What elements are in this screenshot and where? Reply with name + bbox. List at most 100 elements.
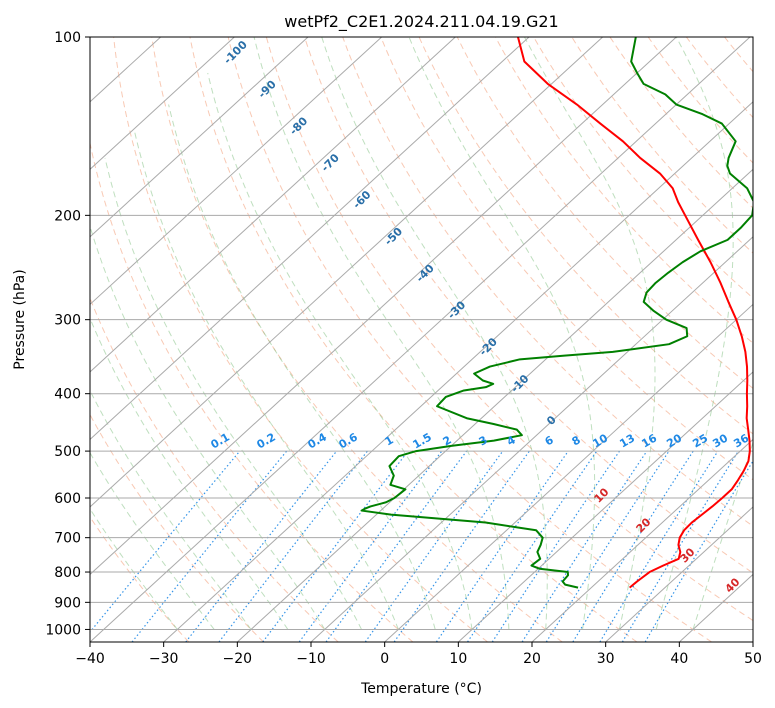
mixing-ratio-label: 6 [543,433,556,448]
x-tick-label: −10 [296,651,326,667]
y-tick-label: 700 [54,531,81,547]
moist-adiabat [90,224,326,630]
moist-adiabat [134,132,399,630]
mixing-ratio-label: 0.1 [209,430,232,451]
x-tick-label: 30 [597,651,615,667]
mixing-ratio-line [521,450,648,642]
temperature-profile [517,37,751,589]
dry-adiabat [456,37,753,390]
isotherm-line [457,371,753,642]
isotherm-line [531,438,753,642]
isotherm-line [90,37,604,508]
moist-adiabat [90,317,289,630]
dry-adiabat [342,37,753,527]
moist-adiabat [90,389,252,630]
mixing-ratio-label: 13 [617,432,637,451]
mixing-ratio-line [218,450,368,642]
dry-adiabat-label: -80 [287,114,310,137]
mixing-ratio-line [185,450,338,642]
dry-adiabat [571,37,753,254]
x-axis-label: Temperature (°C) [360,681,482,697]
dry-adiabat [418,37,753,435]
mixing-ratio-line [298,450,443,642]
y-tick-label: 800 [54,565,81,581]
dry-adiabat-label: -50 [382,225,405,248]
isotherm-line [384,303,753,642]
mixing-ratio-label: 0.6 [337,430,361,451]
moist-adiabat [168,104,436,630]
dry-adiabat [533,37,753,299]
moist-adiabat-label: 30 [678,545,698,565]
moist-adiabat [104,157,362,630]
dry-adiabat [304,37,753,574]
mixing-ratio-label: 20 [664,431,684,450]
y-tick-label: 500 [54,444,81,460]
isotherm-line [90,37,235,170]
isotherm-line [90,37,309,238]
moist-adiabat [408,37,596,630]
axes-frame [89,36,754,643]
x-tick-label: 10 [449,651,467,667]
mixing-ratio-label: 8 [570,433,583,448]
mixing-ratio-label: 0.4 [306,430,330,451]
dry-adiabat-label: -60 [350,188,373,211]
isotherm-line [90,37,677,576]
y-tick-label: 300 [54,313,81,329]
isotherm-line [90,37,751,642]
x-tick-label: −20 [223,651,253,667]
moist-adiabat [321,37,548,630]
mixing-ratio-label: 16 [639,431,659,450]
moist-adiabat [524,37,656,630]
isotherm-line [163,101,753,642]
isotherm-line [605,506,753,642]
isotherm-line [752,641,753,642]
dry-adiabat [90,140,414,642]
mixing-ratio-label: 25 [690,432,710,451]
moist-adiabat [90,451,215,630]
y-tick-label: 1000 [45,622,81,638]
moist-adiabat [692,440,753,630]
y-tick-label: 100 [54,30,81,46]
isotherm-line [90,37,530,441]
moist-adiabat [655,37,734,630]
dry-adiabat [113,37,488,642]
x-tick-label: 50 [744,651,762,667]
mixing-ratio-line [491,450,621,642]
dry-adiabat [724,37,753,73]
isotherm-line [310,236,753,642]
isotherm-line [90,37,456,373]
mixing-ratio-line [131,450,288,642]
y-tick-label: 900 [54,595,81,611]
mixing-ratio-line [467,450,598,642]
dry-adiabat-label: -100 [221,38,250,67]
moist-adiabat-label: 40 [723,575,743,595]
isotherm-line [236,168,753,642]
dry-adiabat [90,413,264,642]
mixing-ratio-line [325,450,468,642]
dry-adiabat [647,37,753,164]
dry-adiabat-label: -30 [445,298,468,321]
mixing-ratio-label: 0.2 [255,430,278,451]
dry-adiabat [494,37,753,344]
isotherm-line [90,37,383,306]
y-axis-label: Pressure (hPa) [12,269,28,369]
dry-adiabat [90,516,190,642]
dry-adiabat-label: -20 [477,335,500,358]
mixing-ratio-line [621,450,739,642]
dry-adiabat [151,37,563,642]
moist-adiabat [90,508,178,630]
moist-adiabat [253,37,510,630]
x-tick-label: 0 [380,651,389,667]
chart-title: wetPf2_C2E1.2024.211.04.19.G21 [284,12,558,32]
y-tick-label: 200 [54,208,81,224]
mixing-ratio-line [364,450,504,642]
dry-adiabat [763,37,775,642]
plot-area: -100-90-80-70-60-50-40-30-20-10010203040… [90,37,775,642]
x-tick-label: 20 [523,651,541,667]
x-tick-label: −30 [149,651,179,667]
x-tick-label: 40 [670,651,688,667]
moist-adiabat [207,72,473,630]
dry-adiabat-label: -90 [256,77,279,100]
mixing-ratio-line [435,450,569,642]
